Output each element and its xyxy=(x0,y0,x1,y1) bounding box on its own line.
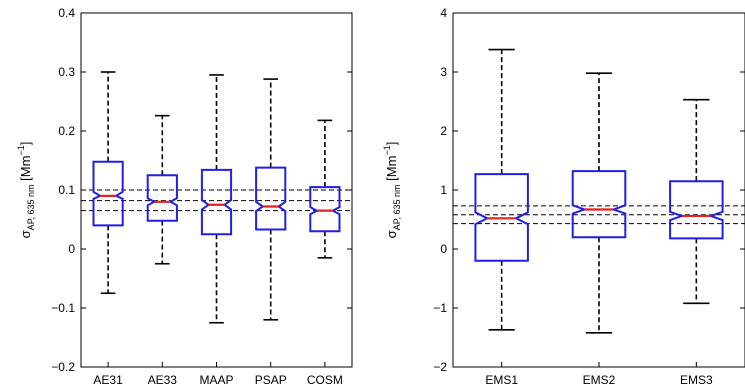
plot-frame xyxy=(80,12,353,368)
y-tick-label: 0 xyxy=(440,242,447,256)
x-tick-label-maap: MAAP xyxy=(199,373,233,387)
y-axis-label-unit-close: ] xyxy=(18,142,33,146)
x-tick-label-ems1: EMS1 xyxy=(485,373,518,387)
y-tick-label: 2 xyxy=(440,124,447,138)
x-tick-label-ae31: AE31 xyxy=(93,373,123,387)
y-tick-label: 0.4 xyxy=(58,6,75,20)
y-tick-label: 0.1 xyxy=(58,183,75,197)
y-axis-label-symbol: σ xyxy=(384,230,399,238)
box-ems2 xyxy=(571,170,627,239)
y-axis-label-symbol: σ xyxy=(18,230,33,238)
box-ems3 xyxy=(669,180,724,240)
box-ae33 xyxy=(146,174,178,222)
box-ems1 xyxy=(474,173,529,262)
y-axis-label-subscript: AP, 635 nm xyxy=(392,184,402,230)
plot-frame xyxy=(452,12,745,368)
y-tick-label: 3 xyxy=(440,65,447,79)
y-tick-label: −0.2 xyxy=(51,360,75,374)
x-tick-label-cosm: COSM xyxy=(307,373,343,387)
y-axis-label-unit-exponent: −1 xyxy=(16,145,26,155)
y-tick-label: −0.1 xyxy=(51,301,75,315)
y-axis-label-unit-exponent: −1 xyxy=(382,145,392,155)
y-axis-label-subscript: AP, 635 nm xyxy=(26,184,36,230)
y-axis-label-unit: [Mm xyxy=(18,156,33,185)
y-tick-label: −1 xyxy=(433,301,447,315)
box-ae31 xyxy=(92,160,124,227)
x-tick-label-ems2: EMS2 xyxy=(583,373,616,387)
y-tick-label: −2 xyxy=(433,360,447,374)
y-tick-label: 4 xyxy=(440,6,447,20)
y-axis-label: σAP, 635 nm [Mm−1] xyxy=(382,142,402,239)
y-tick-label: 0 xyxy=(68,242,75,256)
y-tick-label: 1 xyxy=(440,183,447,197)
box-maap xyxy=(200,168,233,236)
box-cosm xyxy=(309,186,341,233)
left-boxplot-panel: AE31 AE33 MAAP PSAP COSM −0.2 −0.1 0 0.1 0.2 0.3 0.… xyxy=(16,6,353,387)
x-tick-label-psap: PSAP xyxy=(255,373,287,387)
y-axis-label: σAP, 635 nm [Mm−1] xyxy=(16,142,36,239)
box-psap xyxy=(255,166,287,231)
y-axis-label-unit: [Mm xyxy=(384,156,399,185)
x-tick-label-ae33: AE33 xyxy=(148,373,178,387)
x-tick-label-ems3: EMS3 xyxy=(680,373,713,387)
y-tick-label: 0.3 xyxy=(58,65,75,79)
y-tick-label: 0.2 xyxy=(58,124,75,138)
y-axis-label-unit-close: ] xyxy=(384,142,399,146)
